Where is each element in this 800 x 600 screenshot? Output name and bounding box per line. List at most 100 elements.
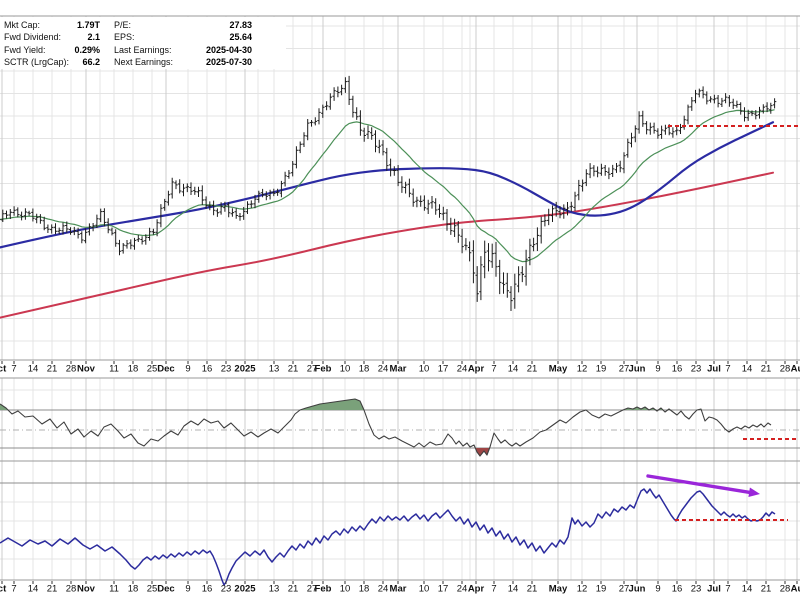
x-axis-label: 9 [185,364,190,375]
x-axis-label: Jul [707,364,721,375]
x-axis-label: 14 [742,364,753,375]
x-axis-label: 23 [221,584,232,595]
legend-value: 66.2 [82,56,100,67]
x-axis-label: 14 [742,584,753,595]
legend-value: 2.1 [87,32,100,43]
x-axis-label: 14 [508,584,519,595]
x-axis-label: 28 [66,364,77,375]
x-axis-label: 18 [128,364,139,375]
x-axis-label: Jun [629,364,646,375]
x-axis-label: 16 [202,584,213,595]
legend-label: Mkt Cap: [4,20,41,30]
legend-label: Fwd Yield: [4,44,46,55]
x-axis-label: ct [0,584,7,595]
panel-frames [0,15,800,581]
legend-value: 27.83 [229,20,252,30]
gridlines [0,16,800,580]
x-axis-label: 21 [527,364,538,375]
x-axis-label: Nov [77,364,96,375]
x-axis-label: 19 [596,364,607,375]
sma50-line [0,121,775,249]
x-axis-label: 10 [419,584,430,595]
x-axis-label: 16 [202,364,213,375]
legend-value: 2025-07-30 [205,56,252,67]
x-axis-label: 24 [457,584,468,595]
x-axis-label: Au [791,364,800,375]
x-axis-label: Jul [707,584,721,595]
x-axis-label: 2025 [234,584,256,595]
x-axis-label: 18 [128,584,139,595]
x-axis-label: 11 [109,364,119,375]
candlestick-series [0,75,777,311]
legend-value: 25.64 [229,32,252,43]
x-axis-label: 13 [269,364,280,375]
legend-label: P/E: [114,20,132,30]
x-axis-label: Jun [629,584,646,595]
x-axis-label: May [549,584,568,595]
x-axis-label: 18 [359,584,370,595]
trend-arrow-shaft [646,474,751,494]
legend-label: EPS: [114,32,135,43]
x-axis-label: 16 [672,364,683,375]
x-axis-label: 10 [340,584,351,595]
x-axis-label: 14 [28,584,39,595]
x-axis-label: 21 [527,584,538,595]
x-axis-label: 27 [307,584,318,595]
x-axis-label: 21 [47,584,58,595]
legend-label: SCTR (LrgCap): [4,56,70,67]
x-axis-label: 16 [672,584,683,595]
x-axis-label: 28 [780,584,791,595]
legend-label: Next Earnings: [114,56,174,67]
x-axis-label: 21 [288,364,299,375]
x-axis-label: 21 [761,584,772,595]
x-axis-label: Feb [315,364,332,375]
x-axis-label: 18 [359,364,370,375]
momentum-overbought-fill [300,399,364,410]
x-axis-label: 12 [577,584,588,595]
sma200-line [0,171,774,319]
x-axis-label: May [549,364,568,375]
x-axis-label: 24 [378,584,389,595]
x-axis-label: 17 [438,584,449,595]
x-axis-label: 7 [11,584,16,595]
legend-value: 1.79T [76,20,100,30]
relative-strength-line [0,488,776,586]
x-axis-label: 7 [725,584,730,595]
x-axis-label: 12 [577,364,588,375]
x-axis-label: 11 [109,584,119,595]
x-axis-label: Dec [157,364,174,375]
x-axis-label: Mar [390,364,407,375]
x-axis-label: 24 [457,364,468,375]
trend-arrow-head [748,487,760,497]
legend-value: 0.29% [74,44,100,55]
x-axis-label: 19 [596,584,607,595]
x-axis-label: 9 [655,584,660,595]
x-axis-label: Feb [315,584,332,595]
x-axis-label: Apr [468,364,485,375]
x-axis-label: Apr [468,584,485,595]
x-axis-label: Nov [77,584,96,595]
x-axis-label: 10 [340,364,351,375]
x-axis-label: Au [791,584,800,595]
x-axis-label: 27 [307,364,318,375]
x-axis-label: 25 [147,584,158,595]
legend-value: 2025-04-30 [205,44,252,55]
momentum-overbought-fill [623,407,649,410]
x-axis-label: 9 [655,364,660,375]
x-axis-label: 7 [491,364,496,375]
x-axis-label: Dec [157,584,174,595]
momentum-line [0,398,772,457]
trend-arrow-annotation[interactable] [646,474,760,497]
x-axis-label: 7 [11,364,16,375]
x-axis-label: 21 [288,584,299,595]
x-axis-label: 10 [419,364,430,375]
x-axis-label: 27 [619,584,630,595]
x-axis-label: 25 [147,364,158,375]
x-axis-label: 28 [780,364,791,375]
x-axis-label: 2025 [234,364,256,375]
x-axis-label: Mar [390,584,407,595]
x-axis-label: 13 [269,584,280,595]
